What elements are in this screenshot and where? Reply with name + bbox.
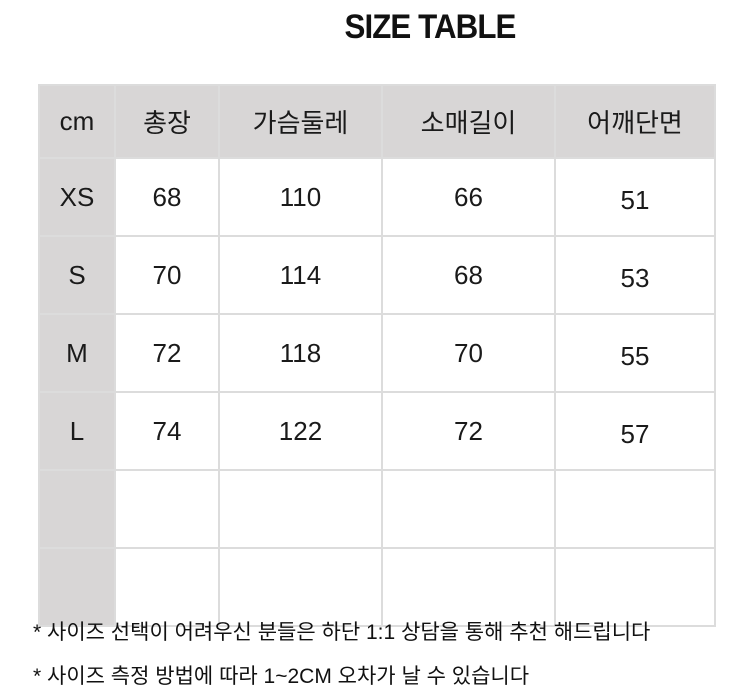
cell-total-length (114, 547, 220, 627)
cell-shoulder: 51 (554, 157, 716, 237)
cell-chest: 122 (218, 391, 383, 471)
cell-total-length: 72 (114, 313, 220, 393)
cell-size: XS (38, 157, 116, 237)
cell-sleeve-length: 70 (381, 313, 556, 393)
cell-chest (218, 547, 383, 627)
header-chest: 가슴둘레 (218, 84, 383, 159)
cell-sleeve-length (381, 547, 556, 627)
cell-size: L (38, 391, 116, 471)
cell-size (38, 469, 116, 549)
cell-shoulder (554, 547, 716, 627)
cell-chest: 110 (218, 157, 383, 237)
table-row: S 70 114 68 53 (38, 235, 716, 315)
size-table: cm 총장 가슴둘레 소매길이 어깨단면 XS 68 110 66 51 S 70 114 68… (38, 84, 716, 627)
page-title: SIZE TABLE (344, 8, 517, 46)
table-row: M 72 118 70 55 (38, 313, 716, 393)
table-header-row: cm 총장 가슴둘레 소매길이 어깨단면 (38, 84, 716, 159)
header-total-length: 총장 (114, 84, 220, 159)
cell-shoulder: 55 (554, 313, 716, 393)
note-recommendation: * 사이즈 선택이 어려우신 분들은 하단 1:1 상담을 통해 추천 해드립니… (33, 621, 651, 644)
cell-total-length: 68 (114, 157, 220, 237)
table-row (38, 547, 716, 627)
header-sleeve-length: 소매길이 (381, 84, 556, 159)
header-unit: cm (38, 84, 116, 159)
table-row: XS 68 110 66 51 (38, 157, 716, 237)
cell-shoulder: 57 (554, 391, 716, 471)
cell-sleeve-length (381, 469, 556, 549)
cell-sleeve-length: 66 (381, 157, 556, 237)
cell-shoulder: 53 (554, 235, 716, 315)
cell-total-length (114, 469, 220, 549)
note-measurement-error: * 사이즈 측정 방법에 따라 1~2CM 오차가 날 수 있습니다 (33, 665, 530, 688)
cell-shoulder (554, 469, 716, 549)
cell-total-length: 74 (114, 391, 220, 471)
cell-sleeve-length: 72 (381, 391, 556, 471)
table-row (38, 469, 716, 549)
cell-chest: 118 (218, 313, 383, 393)
cell-chest (218, 469, 383, 549)
cell-size (38, 547, 116, 627)
cell-chest: 114 (218, 235, 383, 315)
cell-total-length: 70 (114, 235, 220, 315)
cell-size: M (38, 313, 116, 393)
header-shoulder: 어깨단면 (554, 84, 716, 159)
table-row: L 74 122 72 57 (38, 391, 716, 471)
cell-size: S (38, 235, 116, 315)
cell-sleeve-length: 68 (381, 235, 556, 315)
